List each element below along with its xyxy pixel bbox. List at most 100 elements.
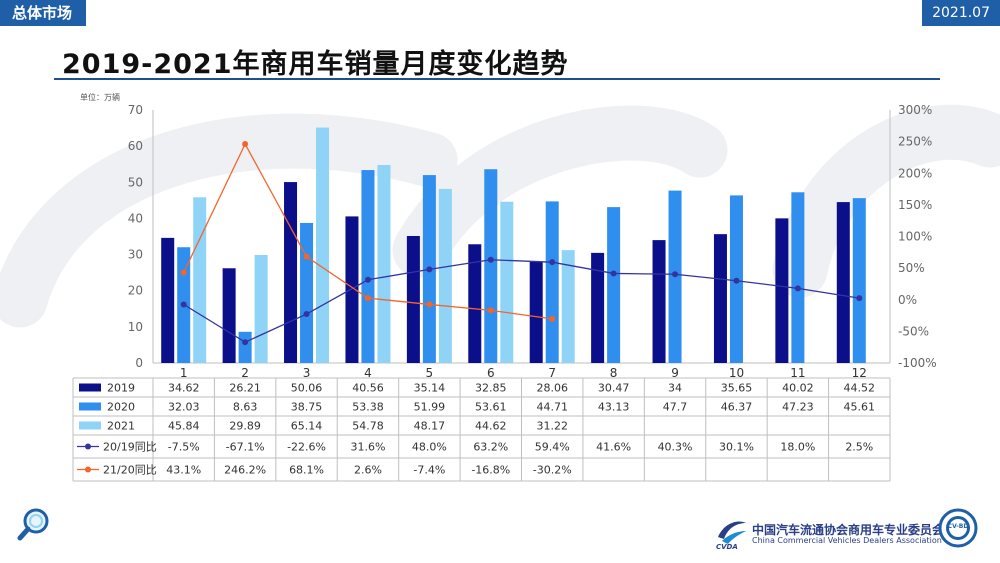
data-label: 18.0% — [780, 441, 815, 454]
bar-2019 — [161, 237, 175, 363]
data-label: 2.5% — [845, 441, 873, 454]
bar-2019 — [222, 268, 236, 363]
y-tick-label-right: 200% — [898, 166, 932, 180]
bar-2020 — [300, 222, 314, 363]
data-label: 54.78 — [352, 420, 384, 433]
bar-2021 — [316, 127, 330, 363]
bar-2019 — [345, 216, 359, 363]
y-tick-label-right: 150% — [898, 198, 932, 212]
data-label: -7.4% — [413, 464, 445, 477]
seal-text: CV-BD — [947, 523, 969, 530]
point-21/20同比 — [364, 295, 371, 302]
data-label: 44.62 — [475, 420, 507, 433]
data-label: 30.47 — [598, 382, 630, 395]
data-label: 34.62 — [168, 382, 200, 395]
point-20/19同比 — [303, 311, 310, 318]
x-tick-label: 8 — [610, 366, 618, 380]
data-label: 40.3% — [658, 441, 693, 454]
legend-label: 20/19同比 — [103, 441, 157, 454]
data-label: -30.2% — [533, 464, 572, 477]
association-name-cn: 中国汽车流通协会商用车专业委员会 — [752, 523, 945, 537]
x-tick-label: 3 — [303, 366, 311, 380]
y-tick-label-left: 50 — [128, 175, 143, 189]
association-name-en: China Commercial Vehicles Dealers Associ… — [752, 536, 942, 545]
point-20/19同比 — [672, 271, 679, 278]
y-tick-label-right: 300% — [898, 103, 932, 117]
x-tick-label: 4 — [364, 366, 372, 380]
bar-2020 — [361, 170, 375, 363]
x-tick-label: 7 — [548, 366, 556, 380]
bar-2019 — [468, 244, 482, 363]
magnifier-icon[interactable] — [16, 506, 52, 542]
data-label: 30.1% — [719, 441, 754, 454]
bar-2021 — [377, 165, 391, 363]
legend-marker — [85, 466, 91, 473]
data-label: -7.5% — [168, 441, 200, 454]
legend-swatch — [79, 421, 101, 430]
section-tag: 总体市场 — [0, 0, 87, 26]
bar-2021 — [254, 254, 268, 363]
watermark-arc — [772, 104, 1000, 298]
y-tick-label-right: -50% — [898, 324, 929, 338]
title-divider — [54, 78, 940, 80]
point-21/20同比 — [303, 253, 310, 260]
legend-label: 2021 — [107, 420, 135, 433]
data-label: 48.17 — [414, 420, 446, 433]
y-tick-label-right: 50% — [898, 261, 925, 275]
point-21/20同比 — [487, 307, 494, 314]
point-20/19同比 — [856, 295, 863, 302]
data-label: 41.6% — [596, 441, 631, 454]
data-label: 32.03 — [168, 401, 200, 414]
page-title: 2019-2021年商用车销量月度变化趋势 — [62, 49, 569, 80]
data-label: 59.4% — [535, 441, 570, 454]
data-label: 53.38 — [352, 401, 384, 414]
data-label: 43.1% — [166, 464, 201, 477]
point-21/20同比 — [180, 269, 187, 276]
point-20/19同比 — [549, 259, 556, 266]
point-21/20同比 — [242, 141, 249, 148]
y-tick-label-left: 10 — [128, 320, 143, 334]
data-label: 35.14 — [414, 382, 446, 395]
y-tick-label-right: 250% — [898, 135, 932, 149]
legend-label: 2020 — [107, 401, 135, 414]
data-label: 53.61 — [475, 401, 507, 414]
data-label: 31.6% — [350, 441, 385, 454]
bar-2020 — [607, 207, 621, 363]
point-21/20同比 — [426, 301, 433, 308]
seal-icon — [938, 508, 978, 548]
data-label: -67.1% — [226, 441, 265, 454]
data-label: 35.65 — [721, 382, 753, 395]
data-label: -16.8% — [471, 464, 510, 477]
point-20/19同比 — [364, 276, 371, 283]
legend-swatch — [79, 383, 101, 392]
x-tick-label: 9 — [671, 366, 679, 380]
bar-2021 — [438, 188, 452, 363]
bar-2019 — [775, 218, 789, 363]
data-label: 47.23 — [782, 401, 814, 414]
bar-2019 — [836, 202, 850, 363]
data-label: 2.6% — [354, 464, 382, 477]
logo-mark-text: CVDA — [716, 543, 738, 551]
x-tick-label: 11 — [790, 366, 805, 380]
y-tick-label-left: 30 — [128, 248, 143, 262]
data-label: 48.0% — [412, 441, 447, 454]
data-label: 40.56 — [352, 382, 384, 395]
bar-2019 — [284, 182, 298, 363]
legend-label: 21/20同比 — [103, 464, 157, 477]
x-tick-label: 2 — [241, 366, 249, 380]
bar-2020 — [484, 169, 498, 363]
bar-2020 — [545, 201, 559, 363]
data-label: 44.52 — [844, 382, 876, 395]
data-label: 43.13 — [598, 401, 630, 414]
date-tag: 2021.07 — [922, 0, 1000, 26]
legend-label: 2019 — [107, 382, 135, 395]
data-label: 46.37 — [721, 401, 753, 414]
data-label: 246.2% — [224, 464, 266, 477]
point-20/19同比 — [242, 339, 249, 346]
x-tick-label: 1 — [180, 366, 188, 380]
y-tick-label-right: 0% — [898, 293, 917, 307]
data-label: 31.22 — [536, 420, 568, 433]
y-tick-label-left: 0 — [135, 356, 143, 370]
data-label: 45.61 — [844, 401, 876, 414]
